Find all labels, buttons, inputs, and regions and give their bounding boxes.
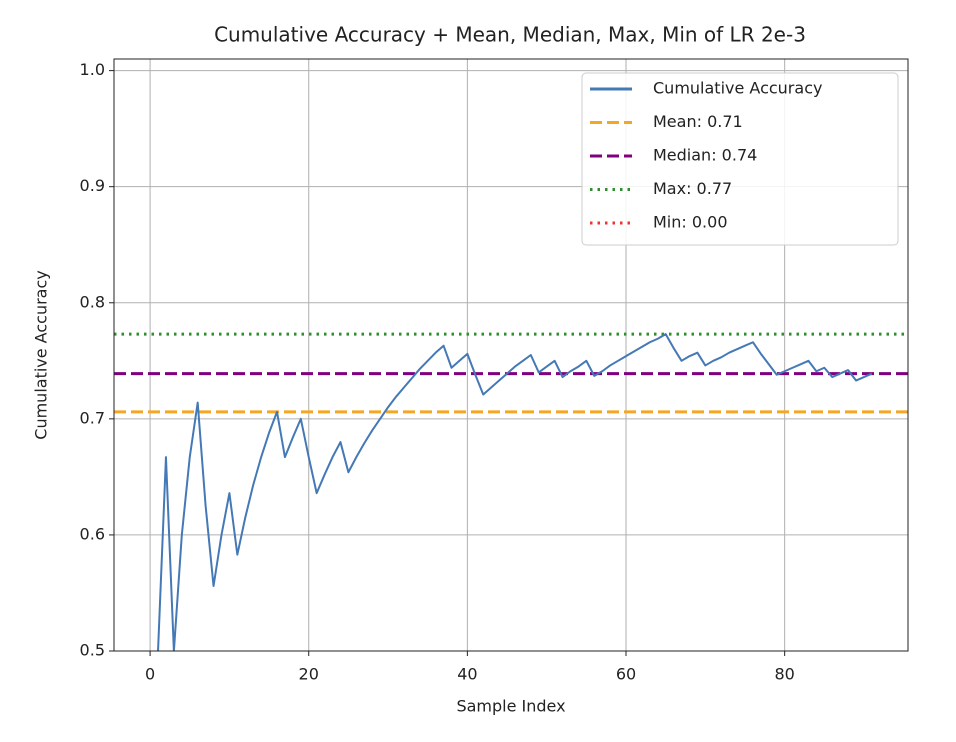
x-tick-label: 80 (774, 665, 794, 684)
legend-label: Max: 0.77 (653, 179, 732, 198)
x-tick-label: 0 (145, 665, 155, 684)
x-axis-label: Sample Index (456, 697, 565, 716)
y-tick-label: 0.9 (80, 176, 105, 195)
legend-label: Median: 0.74 (653, 146, 757, 165)
legend-label: Mean: 0.71 (653, 112, 743, 131)
legend-box (581, 72, 899, 246)
y-tick-label: 0.5 (80, 641, 105, 660)
chart-title: Cumulative Accuracy + Mean, Median, Max,… (214, 23, 806, 47)
x-tick-label: 40 (457, 665, 477, 684)
y-axis-label: Cumulative Accuracy (32, 270, 51, 439)
legend-label: Min: 0.00 (653, 213, 728, 232)
x-tick-label: 20 (299, 665, 319, 684)
y-tick-label: 0.7 (80, 408, 105, 427)
grid (114, 59, 908, 652)
data-line (157, 333, 873, 651)
legend: Cumulative Accuracy Mean: 0.71 Median: 0.7… (581, 72, 899, 246)
y-tick-label: 0.6 (80, 524, 105, 543)
axes-frame (113, 58, 909, 652)
y-tick-label: 0.8 (80, 292, 105, 311)
x-tick-label: 60 (616, 665, 636, 684)
plot-area (114, 332, 908, 651)
y-tick-label: 1.0 (80, 60, 105, 79)
ticks: 0.5 0.6 0.7 0.8 0.9 1.0 0 20 40 60 80 (80, 60, 795, 683)
legend-label: Cumulative Accuracy (653, 79, 822, 98)
